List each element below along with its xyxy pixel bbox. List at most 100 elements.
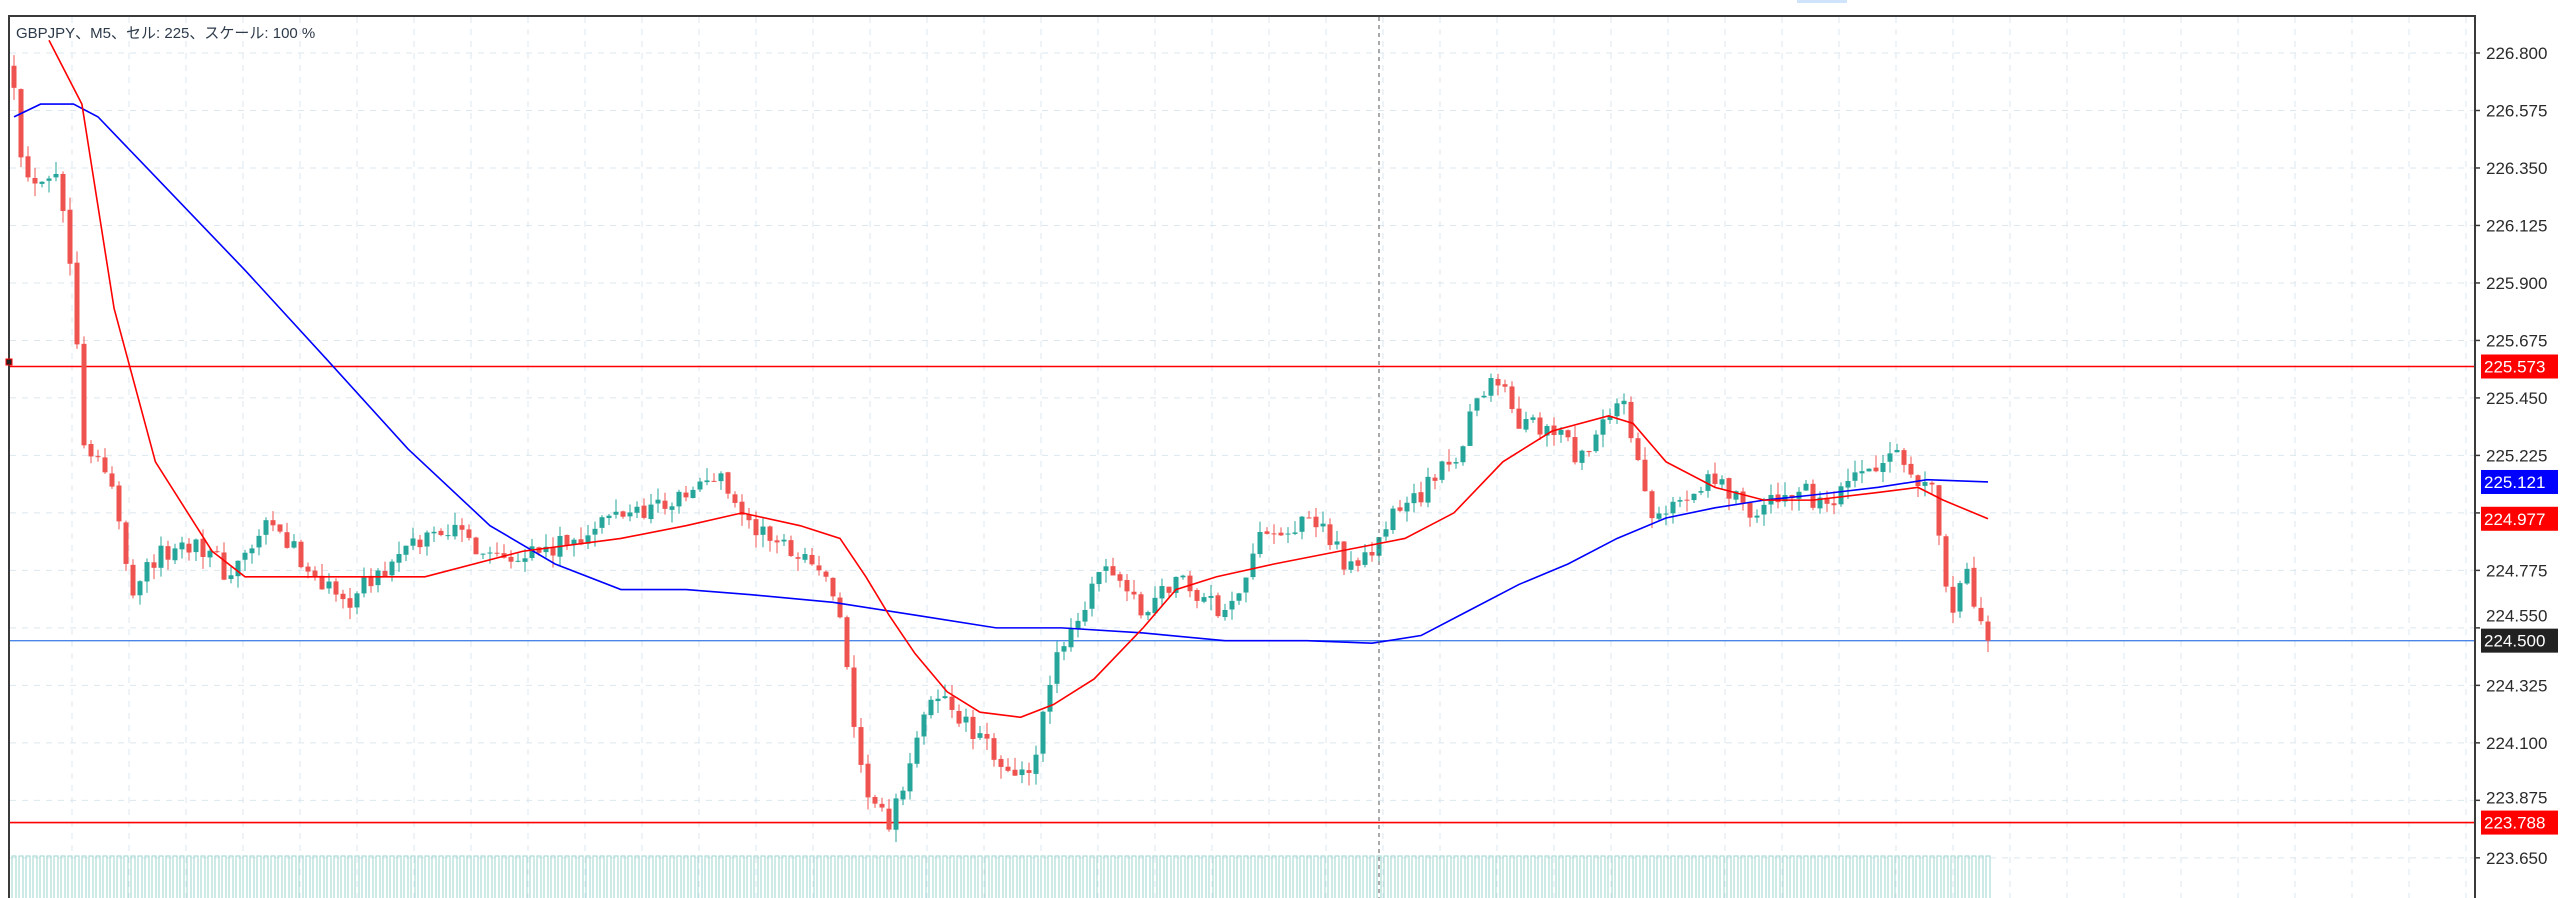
candle	[1054, 641, 1060, 694]
volume-bar	[1964, 855, 1970, 898]
candle	[788, 535, 794, 557]
candle	[1446, 449, 1452, 472]
candle	[1747, 502, 1753, 527]
candle	[417, 535, 423, 555]
candle	[1572, 425, 1578, 465]
volume-bar	[697, 855, 703, 898]
candle	[1418, 481, 1424, 507]
candle	[487, 546, 493, 564]
volume-bar	[438, 855, 444, 898]
candle-body	[1390, 508, 1396, 530]
candle-body	[18, 89, 24, 158]
volume-bar	[1593, 855, 1599, 898]
volume-bar	[1530, 855, 1536, 898]
candle-body	[1747, 502, 1753, 518]
volume-bar	[977, 855, 983, 898]
candle	[1194, 588, 1200, 609]
candle-body	[109, 473, 115, 487]
volume-bar	[1236, 855, 1242, 898]
candle-body	[263, 520, 269, 535]
candle-body	[214, 551, 220, 553]
candle	[1698, 486, 1704, 496]
candle	[1264, 527, 1270, 535]
volume-bar	[1642, 855, 1648, 898]
candle-body	[1621, 400, 1627, 405]
volume-bar	[228, 855, 234, 898]
candle-body	[1362, 552, 1368, 565]
volume-bar	[81, 855, 87, 898]
candle	[25, 146, 31, 182]
support-price-label: 223.788	[2484, 814, 2545, 833]
candle	[697, 477, 703, 492]
chart-frame-top	[9, 15, 2476, 17]
candle	[1530, 414, 1536, 423]
candle-body	[116, 485, 122, 522]
volume-bar	[1537, 855, 1543, 898]
volume-bar	[67, 855, 73, 898]
volume-bar	[1194, 855, 1200, 898]
candle-body	[1516, 408, 1522, 429]
volume-bar	[480, 855, 486, 898]
volume-bar	[1103, 855, 1109, 898]
candle-body	[1467, 411, 1473, 446]
candle-body	[760, 526, 766, 535]
volume-bar	[207, 855, 213, 898]
candle	[865, 754, 871, 810]
volume-bar	[165, 855, 171, 898]
volume-bar	[1600, 855, 1606, 898]
volume-bar	[1159, 855, 1165, 898]
horizontal-lines[interactable]	[10, 365, 2474, 824]
volume-bar	[298, 855, 304, 898]
candle	[1880, 455, 1886, 483]
volume-bar	[88, 855, 94, 898]
volume-bar	[95, 855, 101, 898]
volume-bar	[1110, 855, 1116, 898]
volume-bar	[1208, 855, 1214, 898]
volume-bar	[494, 855, 500, 898]
volume-bar	[998, 855, 1004, 898]
candle-body	[1222, 609, 1228, 618]
candle	[1635, 432, 1641, 462]
volume-bar	[459, 855, 465, 898]
candle-body	[1929, 482, 1935, 485]
volume-bar	[151, 855, 157, 898]
volume-bar	[1411, 855, 1417, 898]
candle	[207, 548, 213, 568]
candle-body	[389, 561, 395, 576]
candle	[648, 493, 654, 524]
candle	[445, 524, 451, 540]
candle	[1754, 509, 1760, 523]
volume-bar	[305, 855, 311, 898]
volume-bar	[1719, 855, 1725, 898]
candle	[291, 534, 297, 549]
candle	[1523, 411, 1529, 433]
candle	[137, 580, 143, 605]
candle-body	[235, 560, 241, 577]
candle-body	[1138, 594, 1144, 616]
volume-bar	[1495, 855, 1501, 898]
candle	[1285, 527, 1291, 544]
candle-body	[144, 562, 150, 582]
candle-body	[291, 541, 297, 548]
volume-bar	[1796, 855, 1802, 898]
volume-bar	[1187, 855, 1193, 898]
grid	[10, 17, 2474, 898]
candle	[578, 527, 584, 546]
price-axis[interactable]: 226.800 226.575 226.350 226.125 225.900 225.6…	[2474, 44, 2547, 868]
candle	[466, 524, 472, 541]
candle	[431, 526, 437, 543]
candle	[1082, 601, 1088, 627]
volume-bar	[466, 855, 472, 898]
volume-bar	[1565, 855, 1571, 898]
candle-body	[1670, 501, 1676, 514]
volume-bar	[333, 855, 339, 898]
candle	[1600, 409, 1606, 448]
volume-bar	[515, 855, 521, 898]
candle-body	[1873, 467, 1879, 472]
level-handle[interactable]	[5, 358, 13, 366]
volume-bar	[970, 855, 976, 898]
candle-body	[606, 515, 612, 519]
candle-body	[1117, 574, 1123, 581]
volume-bar	[1061, 855, 1067, 898]
